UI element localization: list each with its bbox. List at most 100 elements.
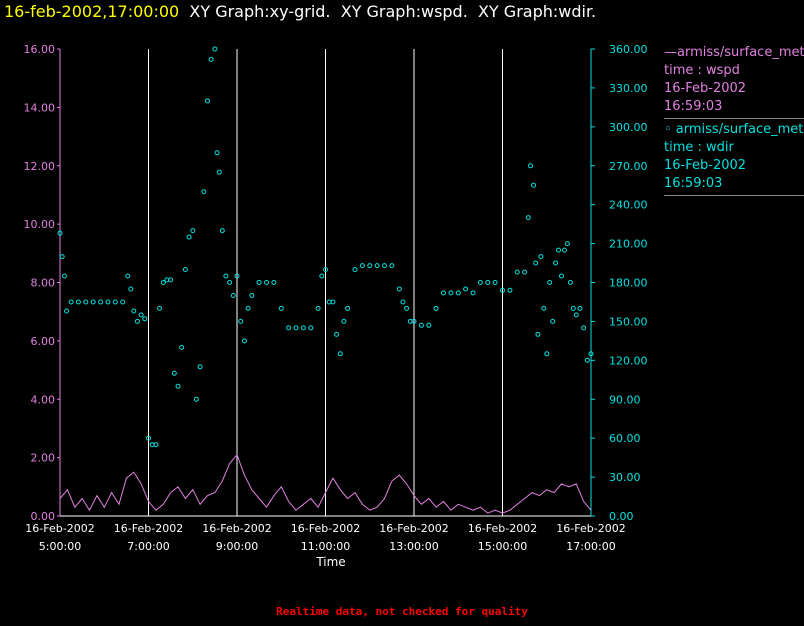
wdir-data-point bbox=[588, 351, 594, 357]
title-timestamp: 16-feb-2002,17:00:00 bbox=[4, 2, 180, 21]
wdir-data-point bbox=[448, 290, 454, 296]
wdir-data-point bbox=[573, 312, 579, 318]
wdir-data-point bbox=[308, 325, 314, 331]
wdir-data-point bbox=[83, 299, 89, 305]
x-tick-date: 16-Feb-2002 bbox=[202, 522, 271, 535]
wdir-data-point bbox=[216, 169, 222, 175]
wdir-data-point bbox=[581, 325, 587, 331]
wdir-data-point bbox=[544, 351, 550, 357]
x-tick-label: 16-Feb-2002 11:00:00 bbox=[291, 522, 360, 553]
wdir-data-point bbox=[146, 435, 151, 441]
y-right-tick-label: 0.00 bbox=[609, 510, 634, 523]
wdir-data-point bbox=[105, 299, 111, 305]
wdir-data-point bbox=[271, 280, 277, 285]
x-tick-date: 16-Feb-2002 bbox=[25, 522, 94, 535]
legend-entry-detail: 16-Feb-2002 bbox=[664, 158, 747, 173]
y-right-tick-label: 90.00 bbox=[609, 393, 641, 406]
wdir-data-point bbox=[230, 293, 236, 298]
wdir-data-point bbox=[190, 228, 196, 234]
wdir-data-point bbox=[212, 46, 218, 52]
wdir-data-point bbox=[455, 290, 461, 296]
y-right-tick-label: 180.00 bbox=[609, 277, 648, 290]
y-right-tick-label: 330.00 bbox=[609, 82, 648, 95]
wdir-data-point bbox=[463, 286, 469, 292]
wdir-data-point bbox=[315, 305, 321, 311]
y-left-tick-label: 6.00 bbox=[31, 335, 56, 348]
y-right-tick-label: 120.00 bbox=[609, 354, 648, 367]
wdir-data-point bbox=[525, 215, 531, 221]
wdir-data-point bbox=[584, 357, 590, 363]
wdir-data-point bbox=[205, 98, 210, 104]
wdir-data-point bbox=[426, 322, 432, 328]
wdir-data-point bbox=[556, 247, 561, 253]
y-left-tick-label: 2.00 bbox=[31, 452, 56, 465]
wdir-data-point bbox=[286, 325, 292, 331]
x-tick-time: 7:00:00 bbox=[127, 540, 169, 553]
y-right-tick-label: 150.00 bbox=[609, 315, 648, 328]
wdir-data-point bbox=[550, 318, 556, 324]
legend-entry-detail: 16-Feb-2002 bbox=[664, 81, 747, 96]
quality-notice: Realtime data, not checked for quality bbox=[276, 605, 528, 618]
x-tick-time: 13:00:00 bbox=[389, 540, 438, 553]
wdir-data-point bbox=[208, 56, 214, 62]
y-right-tick-label: 300.00 bbox=[609, 121, 648, 134]
wdir-data-point bbox=[128, 286, 134, 292]
y-right-tick-label: 240.00 bbox=[609, 199, 648, 212]
wdir-data-point bbox=[219, 228, 225, 234]
wdir-data-point bbox=[234, 273, 240, 279]
legend: —armiss/surface_met time : wspd 16-Feb-200… bbox=[664, 44, 804, 198]
wdir-data-point bbox=[553, 260, 559, 266]
wdir-data-point bbox=[538, 254, 544, 260]
wdir-data-point bbox=[245, 305, 251, 311]
wdir-data-point bbox=[535, 331, 541, 337]
wdir-data-point bbox=[120, 299, 126, 305]
x-tick-time: 15:00:00 bbox=[478, 540, 527, 553]
title-graph-list: XY Graph:xy-grid. XY Graph:wspd. XY Grap… bbox=[179, 2, 597, 21]
y-left-tick-label: 0.00 bbox=[31, 510, 56, 523]
y-right-tick-label: 210.00 bbox=[609, 238, 648, 251]
x-axis-label: Time bbox=[315, 555, 345, 569]
wdir-data-point bbox=[142, 316, 148, 322]
wdir-data-point bbox=[352, 267, 358, 272]
wdir-data-point bbox=[507, 287, 513, 293]
wdir-data-point bbox=[138, 312, 144, 318]
x-tick-time: 17:00:00 bbox=[566, 540, 615, 553]
wdir-data-point bbox=[193, 396, 199, 402]
wdir-data-point bbox=[238, 318, 244, 324]
grid-lines bbox=[148, 49, 592, 516]
x-tick-date: 16-Feb-2002 bbox=[379, 522, 448, 535]
legend-entry-detail: time : wdir bbox=[664, 140, 734, 155]
wdir-data-point bbox=[241, 338, 247, 344]
y-left-tick-label: 14.00 bbox=[24, 101, 56, 114]
wdir-data-point bbox=[90, 299, 96, 305]
legend-entry-detail: time : wspd bbox=[664, 63, 740, 78]
wdir-data-point bbox=[264, 280, 269, 285]
wdir-data-point bbox=[201, 189, 207, 195]
wdir-data-point bbox=[404, 305, 410, 311]
wdir-data-point bbox=[522, 269, 528, 275]
wdir-data-point bbox=[75, 299, 81, 305]
wdir-data-point bbox=[131, 308, 137, 314]
y-right-tick-label: 270.00 bbox=[609, 160, 648, 173]
wdir-data-point bbox=[175, 383, 181, 389]
wdir-data-point bbox=[319, 273, 325, 279]
wdir-data-point bbox=[341, 318, 347, 324]
wdir-data-point bbox=[400, 299, 406, 305]
wdir-data-point bbox=[249, 293, 255, 298]
wdir-data-point bbox=[567, 280, 573, 285]
wdir-data-point bbox=[57, 230, 63, 236]
wdir-data-point bbox=[441, 290, 446, 296]
series-layer bbox=[57, 46, 594, 514]
wdir-data-point bbox=[570, 305, 576, 311]
wdir-data-point bbox=[227, 280, 233, 285]
wdir-data-point bbox=[382, 263, 387, 269]
wdir-data-point bbox=[477, 280, 483, 285]
wdir-data-point bbox=[134, 318, 140, 324]
x-tick-date: 16-Feb-2002 bbox=[468, 522, 537, 535]
wdir-data-point bbox=[157, 305, 163, 311]
legend-entry-name: ◦ armiss/surface_met bbox=[664, 122, 804, 137]
wdir-data-point bbox=[125, 273, 131, 279]
y-left-tick-label: 4.00 bbox=[31, 393, 56, 406]
